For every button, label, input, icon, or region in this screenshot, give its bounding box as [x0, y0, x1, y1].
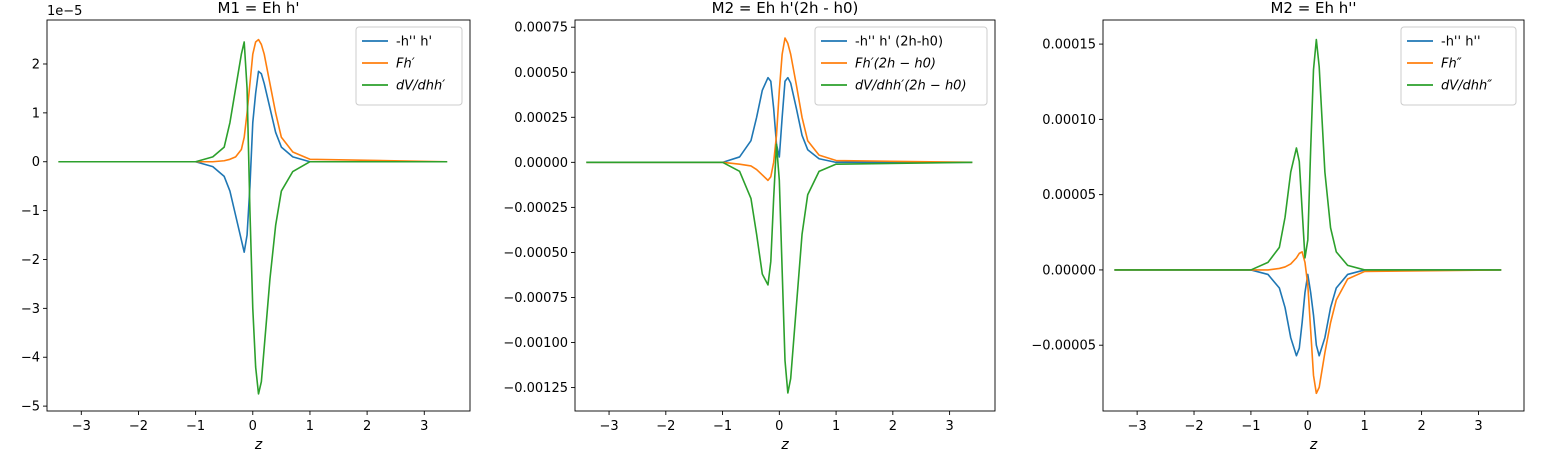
x-tick-label: 0	[249, 419, 257, 434]
y-tick-label: −3	[21, 302, 40, 317]
x-tick-label: −2	[129, 419, 148, 434]
series-line-2	[586, 37, 973, 182]
y-tick-label: 0.00075	[514, 21, 568, 36]
x-tick-label: 1	[832, 419, 840, 434]
legend-label: -h'' h'	[396, 35, 432, 50]
y-tick-label: 0	[32, 155, 40, 170]
x-axis-label: z	[1309, 437, 1318, 450]
x-axis-label: z	[780, 437, 789, 450]
legend-label: dV/dhh″	[1441, 79, 1492, 94]
y-tick-label: −0.00005	[1031, 339, 1096, 354]
x-tick-label: 2	[1417, 419, 1425, 434]
series-line-3	[1114, 38, 1502, 271]
x-tick-label: −1	[713, 419, 732, 434]
y-tick-label: 0.00000	[1042, 263, 1096, 278]
x-tick-label: 2	[889, 419, 897, 434]
legend-label: Fh′	[396, 57, 415, 72]
y-tick-label: −2	[21, 253, 40, 268]
y-tick-label: −0.00125	[503, 381, 568, 396]
chart-title: M2 = Eh h'(2h - h0)	[712, 0, 859, 17]
legend-label: dV/dhh′	[396, 79, 445, 94]
x-tick-label: −2	[656, 419, 675, 434]
x-tick-label: −3	[599, 419, 618, 434]
x-tick-label: 1	[1361, 419, 1369, 434]
y-tick-label: −1	[21, 204, 40, 219]
x-tick-label: −2	[1184, 419, 1203, 434]
x-tick-label: 2	[363, 419, 371, 434]
x-tick-label: −3	[1128, 419, 1147, 434]
axes-frame	[1102, 19, 1525, 412]
y-tick-label: −0.00100	[503, 336, 568, 351]
y-tick-label: 1	[32, 106, 40, 121]
y-tick-label: 0.00015	[1042, 38, 1096, 53]
y-tick-label: 0.00025	[514, 111, 568, 126]
x-tick-label: 0	[1304, 419, 1312, 434]
x-tick-label: 3	[420, 419, 428, 434]
y-tick-label: −4	[21, 351, 40, 366]
series-line-3	[586, 143, 973, 394]
chart-title: M1 = Eh h'	[218, 0, 300, 17]
axes-frame	[574, 19, 996, 412]
chart-panel-3: −3 −2 −1 0 1 2 3 −0.00005 0.00000 0.00005 0.00010 0…	[1031, 0, 1525, 450]
series-line-1	[586, 76, 973, 164]
legend-label: Fh′(2h − h0)	[855, 57, 936, 72]
x-axis-label: z	[254, 437, 263, 450]
legend-label: -h'' h' (2h-h0)	[855, 35, 943, 50]
series-line-1	[58, 70, 448, 253]
x-tick-label: 3	[945, 419, 953, 434]
series-line-3	[58, 41, 448, 395]
legend-box	[814, 26, 988, 106]
series-line-1	[1114, 269, 1502, 357]
y-tick-label: 0.00050	[514, 66, 568, 81]
chart-panel-1: −3 −2 −1 0 1 2 3 −5 −4 −3 −2 −1 0 1 2 1e−5 M1 = Eh h' z -h…	[21, 0, 471, 450]
chart-panel-2: −3 −2 −1 0 1 2 3 −0.00125 −0.00100 −0.00075 −0.000…	[503, 0, 996, 450]
legend-label: -h'' h''	[1441, 35, 1481, 50]
legend-label: dV/dhh′(2h − h0)	[855, 79, 967, 94]
legend: -h'' h' Fh′ dV/dhh′	[355, 26, 463, 106]
y-tick-label: −0.00050	[503, 246, 568, 261]
y-tick-label: −0.00075	[503, 291, 568, 306]
legend-label: Fh″	[1441, 57, 1462, 72]
legend: -h'' h'' Fh″ dV/dhh″	[1400, 26, 1517, 106]
y-tick-label: 2	[32, 57, 40, 72]
x-tick-label: −1	[1241, 419, 1260, 434]
x-tick-label: 1	[306, 419, 314, 434]
series-line-2	[1114, 251, 1502, 395]
y-tick-label: −0.00025	[503, 201, 568, 216]
x-tick-label: −3	[72, 419, 91, 434]
x-tick-label: 0	[775, 419, 783, 434]
y-tick-label: 0.00000	[514, 156, 568, 171]
axes-frame	[46, 19, 471, 412]
y-tick-label: −5	[21, 400, 40, 415]
y-tick-label: 0.00005	[1042, 188, 1096, 203]
series-line-2	[58, 38, 448, 163]
y-offset-label: 1e−5	[47, 4, 82, 19]
chart-title: M2 = Eh h''	[1270, 0, 1356, 17]
x-tick-label: −1	[186, 419, 205, 434]
y-tick-label: 0.00010	[1042, 113, 1096, 128]
x-tick-label: 3	[1474, 419, 1482, 434]
legend: -h'' h' (2h-h0) Fh′(2h − h0) dV/dhh′(2h − …	[814, 26, 988, 106]
